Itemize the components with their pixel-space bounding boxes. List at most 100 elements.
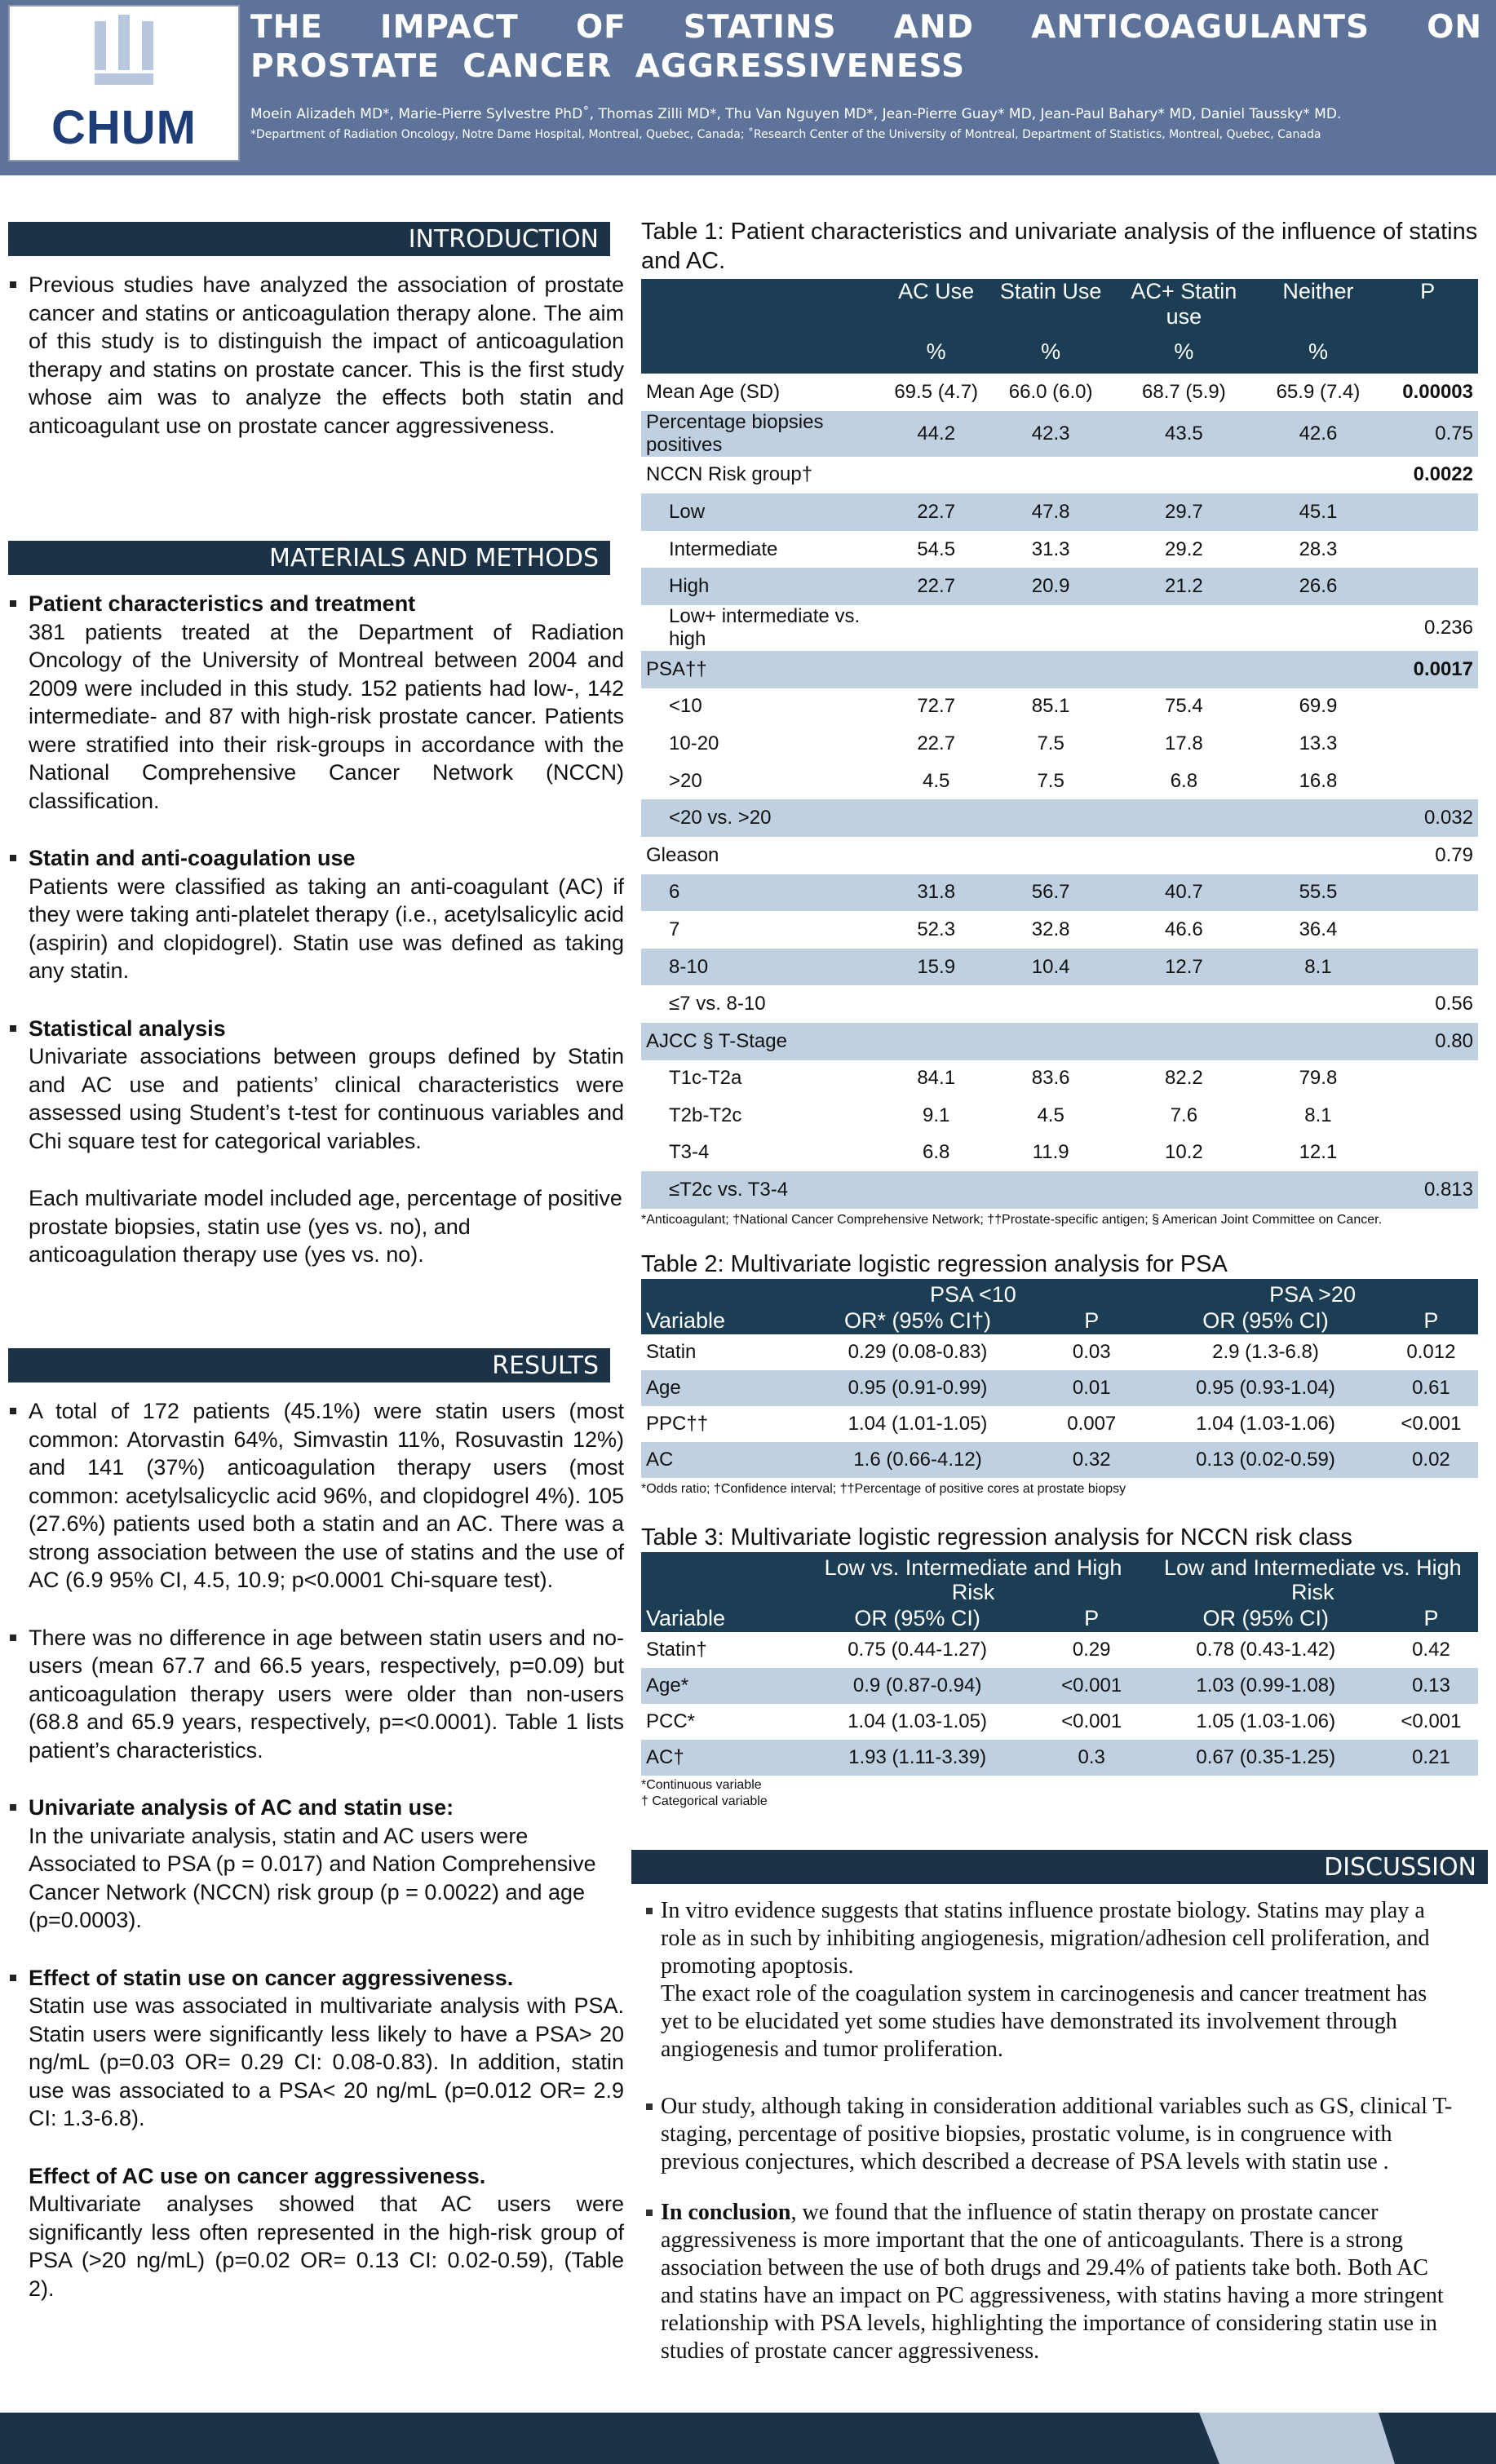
item: Statin and anti-coagulation use Patients… — [0, 844, 624, 985]
table-cell: 0.012 — [1406, 1341, 1456, 1363]
table-cell: 0.236 — [1423, 616, 1473, 639]
table-cell: 40.7 — [1165, 881, 1203, 904]
header-cell: P — [1035, 1604, 1148, 1632]
table-cell: Low — [669, 500, 706, 523]
table-cell — [993, 605, 1109, 651]
table-cell — [1377, 1060, 1478, 1098]
table-cell: 13.3 — [1299, 732, 1338, 754]
table-row: High 22.7 20.9 21.2 26.6 — [641, 568, 1478, 605]
table-cell — [1259, 1023, 1377, 1060]
table-cell — [879, 605, 993, 651]
table-row: Statin† 0.75 (0.44-1.27) 0.29 0.78 (0.43-1.… — [641, 1632, 1478, 1668]
table-footnote: *Continuous variable — [641, 1778, 762, 1792]
table-cell: <10 — [669, 695, 702, 718]
header-cell: % — [993, 330, 1109, 374]
table1-block: Table 1: Patient characteristics and uni… — [641, 217, 1489, 1228]
table-footnote: *Anticoagulant; †National Cancer Compreh… — [641, 1212, 1383, 1227]
table-cell — [993, 1171, 1109, 1209]
table-cell: 79.8 — [1299, 1067, 1338, 1090]
item: Statistical analysis Univariate associat… — [0, 1015, 624, 1156]
table-cell — [993, 837, 1109, 874]
table-cell: <0.001 — [1401, 1413, 1462, 1435]
paragraph: Our study, although taking in considerat… — [640, 2093, 1455, 2176]
table-cell: 0.67 (0.35-1.25) — [1196, 1746, 1336, 1768]
table-cell: 28.3 — [1299, 537, 1338, 560]
table-cell — [1259, 457, 1377, 494]
table-cell: 8.1 — [1304, 955, 1332, 978]
table-cell: 1.03 (0.99-1.08) — [1196, 1674, 1336, 1696]
table-cell: 22.7 — [917, 500, 956, 523]
table-cell — [993, 651, 1109, 688]
table-cell: 0.29 (0.08-0.83) — [848, 1341, 988, 1363]
table-cell: 0.813 — [1423, 1179, 1473, 1201]
table-cell: <0.001 — [1401, 1710, 1462, 1732]
table-cell — [993, 457, 1109, 494]
header-row: Low vs. Intermediate and High Risk Low an… — [641, 1552, 1478, 1604]
header-cell: Low and Intermediate vs. High Risk — [1147, 1552, 1478, 1604]
table-row: Statin 0.29 (0.08-0.83) 0.03 2.9 (1.3-6.8) 0… — [641, 1334, 1478, 1370]
table-cell — [879, 985, 993, 1023]
table-cell: <0.001 — [1061, 1710, 1122, 1732]
header-row: Variable OR* (95% CI†) P OR (95% CI) P — [641, 1307, 1478, 1334]
table-cell: 83.6 — [1031, 1067, 1070, 1090]
table-row: T3-4 6.8 11.9 10.2 12.1 — [641, 1135, 1478, 1172]
table-cell: 68.7 (5.9) — [1142, 380, 1226, 403]
table-cell: AC† — [646, 1746, 684, 1768]
table-row: Percentage biopsies positives 44.2 42.3 43.… — [641, 410, 1478, 457]
table-cell: 8.1 — [1304, 1104, 1332, 1126]
table-cell — [879, 799, 993, 837]
table-cell: 54.5 — [917, 537, 956, 560]
table-cell: 21.2 — [1165, 575, 1203, 598]
table-cell: T1c-T2a — [669, 1067, 742, 1090]
table-cell: 0.01 — [1072, 1377, 1111, 1399]
table-cell: Statin — [646, 1341, 697, 1363]
table-cell: Low+ intermediate vs. high — [669, 604, 861, 650]
table-cell — [879, 651, 993, 688]
text: The exact role of the coagulation system… — [661, 1981, 1427, 2062]
table-row: Age 0.95 (0.91-0.99) 0.01 0.95 (0.93-1.04) 0… — [641, 1370, 1478, 1406]
table-row: T1c-T2a 84.1 83.6 82.2 79.8 — [641, 1060, 1478, 1098]
paragraph: A total of 172 patients (45.1%) were sta… — [0, 1397, 624, 1595]
table-cell: 0.21 — [1412, 1746, 1450, 1768]
table-cell: 1.05 (1.03-1.06) — [1196, 1710, 1336, 1732]
item-text: Statin use was associated in multivariat… — [29, 1993, 624, 2130]
table-row: AC† 1.93 (1.11-3.39) 0.3 0.67 (0.35-1.25) 0.… — [641, 1740, 1478, 1776]
table-cell: 44.2 — [917, 422, 956, 445]
table-row: Gleason 0.79 — [641, 837, 1478, 874]
footer — [0, 2413, 1496, 2464]
table-cell — [1377, 763, 1478, 800]
table-row: PSA†† 0.0017 — [641, 650, 1478, 688]
text: , we found that the influence of statin … — [661, 2200, 1444, 2364]
table-cell: 42.3 — [1031, 422, 1070, 445]
header-cell: Statin Use — [993, 279, 1109, 330]
table-row: <20 vs. >20 0.032 — [641, 799, 1478, 837]
header-cell: P — [1383, 1307, 1478, 1334]
item: Patient characteristics and treatment 38… — [0, 590, 624, 815]
table-cell — [1377, 949, 1478, 986]
header-cell — [641, 1279, 799, 1307]
section-heading: DISCUSSION — [631, 1850, 1488, 1884]
table-cell: NCCN Risk group† — [646, 463, 813, 486]
table-cell: Intermediate — [669, 537, 778, 560]
table3-block: Table 3: Multivariate logistic regressio… — [641, 1523, 1489, 1810]
table-body: Statin 0.29 (0.08-0.83) 0.03 2.9 (1.3-6.8) 0… — [641, 1334, 1478, 1478]
table-row: T2b-T2c 9.1 4.5 7.6 8.1 — [641, 1097, 1478, 1135]
results: RESULTS A total of 172 patients (45.1%) … — [0, 1348, 624, 2303]
table-cell: 0.78 (0.43-1.42) — [1196, 1639, 1336, 1661]
item-title: Statin and anti-coagulation use — [29, 846, 356, 870]
table-cell: 46.6 — [1165, 918, 1203, 940]
paragraph: Each multivariate model included age, pe… — [29, 1186, 622, 1267]
table-cell: 20.9 — [1031, 575, 1070, 598]
logo: CHUM — [8, 5, 240, 161]
table-cell: 7.5 — [1037, 769, 1064, 792]
header-cell — [641, 330, 880, 374]
table-row: 8-10 15.9 10.4 12.7 8.1 — [641, 948, 1478, 986]
table-cell: 9.1 — [923, 1104, 950, 1126]
table-cell: 7 — [669, 918, 680, 940]
table-cell: 85.1 — [1031, 695, 1070, 718]
table-cell — [1109, 1171, 1259, 1209]
table-cell — [1377, 493, 1478, 531]
table-cell: T2b-T2c — [669, 1104, 742, 1126]
table-cell: 2.9 (1.3-6.8) — [1212, 1341, 1319, 1363]
